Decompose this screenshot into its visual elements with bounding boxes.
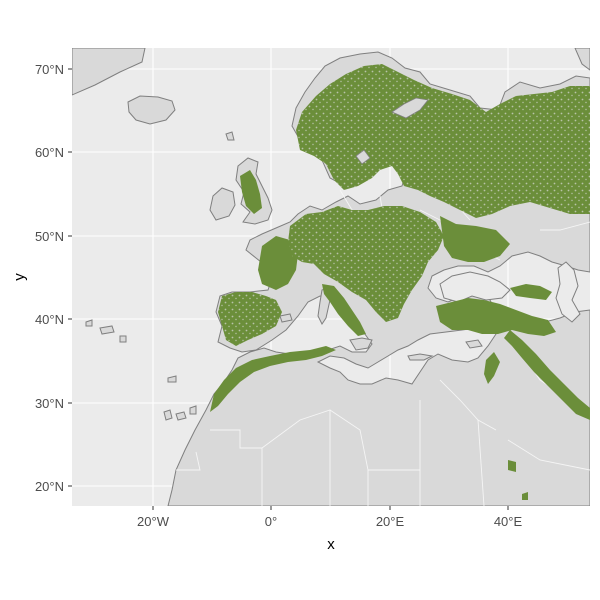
y-tick-label: 40°N [35, 312, 64, 327]
madeira [167, 375, 177, 383]
y-tick-label: 20°N [35, 479, 64, 494]
forest-great-britain [240, 170, 262, 214]
x-tick-label: 0° [265, 514, 277, 529]
greenland [72, 48, 146, 96]
forest-texture [218, 64, 590, 346]
forest-caucasus [510, 284, 552, 300]
forest-turkey [436, 298, 556, 336]
balearic [279, 313, 293, 323]
y-axis-title: y [11, 273, 28, 281]
crete [407, 353, 434, 361]
forest-italy [322, 284, 366, 336]
y-tick-label: 70°N [35, 62, 64, 77]
y-tick-labels: 70°N 60°N 50°N 40°N 30°N 20°N [35, 62, 64, 494]
x-axis-title: x [327, 536, 335, 553]
lakes [355, 97, 429, 165]
y-tick-label: 30°N [35, 396, 64, 411]
forest-levant [484, 352, 500, 384]
x-tick-labels: 20°W 0° 20°E 40°E [137, 514, 522, 529]
ireland [209, 187, 236, 221]
canary-islands [163, 405, 197, 421]
cyprus [465, 339, 483, 349]
faroe [225, 131, 235, 141]
x-tick-label: 20°W [137, 514, 170, 529]
forest-ukraine [440, 216, 510, 262]
y-tick-label: 60°N [35, 145, 64, 160]
caspian-sea [555, 261, 581, 323]
forest-atlas [210, 346, 336, 412]
x-tick-label: 20°E [376, 514, 405, 529]
forest-france [258, 236, 298, 290]
y-tick-label: 50°N [35, 229, 64, 244]
azores [85, 319, 127, 343]
arctic-islands [574, 48, 590, 71]
iceland [127, 95, 176, 125]
x-tick-label: 40°E [494, 514, 523, 529]
forest-arabia [508, 460, 528, 500]
sicily [349, 337, 373, 351]
axis-ticks [68, 68, 509, 510]
forest-zagros [504, 330, 590, 420]
